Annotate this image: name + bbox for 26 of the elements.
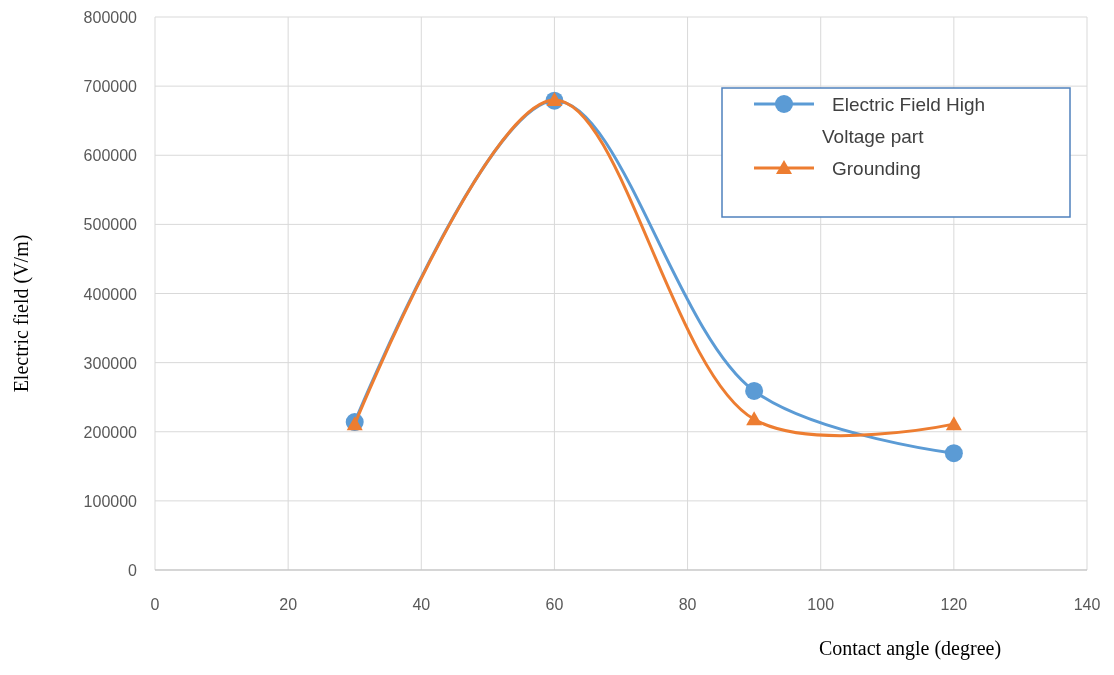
y-tick-label: 400000: [83, 285, 138, 303]
x-tick-label: 140: [1073, 596, 1101, 613]
x-tick-label: 0: [150, 596, 160, 613]
y-tick-label: 500000: [83, 216, 138, 234]
x-axis-title: Contact angle (degree): [818, 637, 1002, 660]
point: [546, 91, 563, 106]
legend-label: Grounding: [832, 158, 921, 179]
point: [745, 381, 764, 400]
point: [945, 416, 962, 431]
y-tick-label: 600000: [83, 147, 138, 165]
legend-label: Electric Field High Voltage part: [822, 94, 986, 147]
point: [746, 411, 763, 426]
y-tick-label: 300000: [83, 354, 138, 372]
y-tick-label: 700000: [83, 78, 138, 96]
x-tick-label: 100: [807, 596, 835, 613]
x-tick-label: 80: [678, 596, 697, 613]
x-tick-label: 20: [279, 596, 298, 613]
point: [944, 444, 963, 463]
x-tick-label: 120: [940, 596, 968, 613]
x-tick-label: 40: [412, 596, 431, 613]
y-tick-label: 800000: [83, 9, 138, 26]
y-tick-label: 0: [128, 562, 138, 579]
x-tick-label: 60: [545, 596, 564, 613]
y-axis-title: Electric field (V/m): [10, 234, 33, 393]
y-tick-label: 100000: [83, 492, 138, 510]
y-tick-label: 200000: [83, 423, 138, 441]
